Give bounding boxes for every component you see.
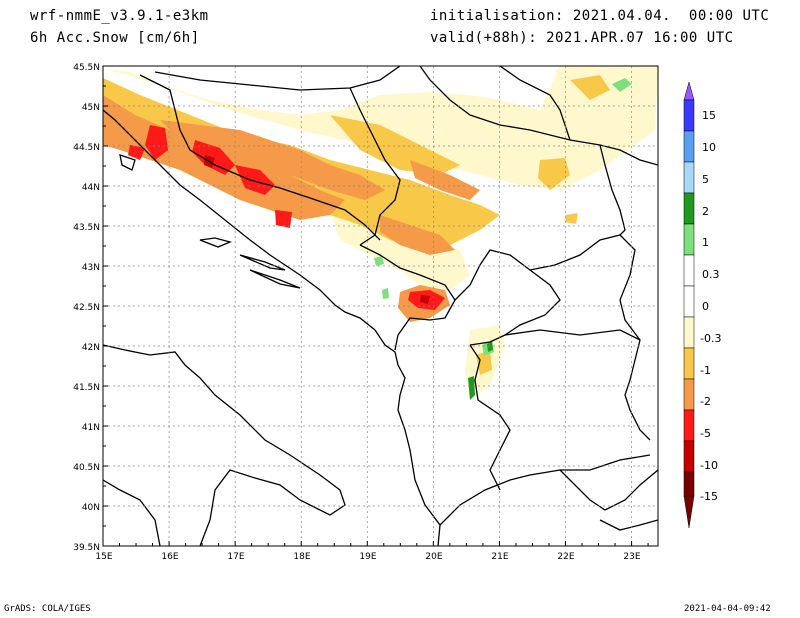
colorbar bbox=[683, 81, 695, 529]
colorbar-swatch-5 bbox=[683, 161, 695, 194]
coastlines-borders bbox=[103, 66, 658, 546]
colorbar-swatch-neg2 bbox=[683, 378, 695, 411]
colorbar-label-0.3: 0.3 bbox=[702, 268, 720, 281]
lat-label-45.5N: 45.5N bbox=[73, 63, 100, 73]
lat-label-40.5N: 40.5N bbox=[73, 463, 100, 473]
lat-label-40N: 40N bbox=[82, 503, 100, 513]
lat-label-41.5N: 41.5N bbox=[73, 383, 100, 393]
lon-label-16E: 16E bbox=[161, 552, 178, 562]
colorbar-swatch-2 bbox=[683, 192, 695, 225]
colorbar-swatch-0.3 bbox=[683, 254, 695, 287]
grads-credit: GrADS: COLA/IGES bbox=[4, 604, 91, 614]
lon-label-19E: 19E bbox=[359, 552, 376, 562]
colorbar-label-neg10: -10 bbox=[700, 459, 718, 472]
colorbar-label-5: 5 bbox=[702, 173, 709, 186]
lon-label-18E: 18E bbox=[293, 552, 310, 562]
colorbar-swatch-neg5 bbox=[683, 409, 695, 442]
lon-label-17E: 17E bbox=[227, 552, 244, 562]
colorbar-label-1: 1 bbox=[702, 236, 709, 249]
lon-label-20E: 20E bbox=[425, 552, 442, 562]
colorbar-swatch-10 bbox=[683, 130, 695, 163]
lon-label-23E: 23E bbox=[623, 552, 640, 562]
model-title: wrf-nmmE_v3.9.1-e3km bbox=[30, 8, 209, 24]
colorbar-swatch-neg10 bbox=[683, 440, 695, 473]
lat-label-43N: 43N bbox=[82, 263, 100, 273]
lat-lon-grid bbox=[103, 66, 658, 546]
colorbar-top-arrow bbox=[683, 81, 695, 101]
colorbar-label-0: 0 bbox=[702, 300, 709, 313]
colorbar-label-15: 15 bbox=[702, 109, 716, 122]
colorbar-swatch-neg1 bbox=[683, 347, 695, 380]
lat-label-41N: 41N bbox=[82, 423, 100, 433]
lat-label-39.5N: 39.5N bbox=[73, 543, 100, 553]
colorbar-label-neg1: -1 bbox=[700, 364, 711, 377]
colorbar-swatch-0 bbox=[683, 285, 695, 318]
colorbar-bottom-arrow bbox=[683, 495, 695, 529]
lat-label-42.5N: 42.5N bbox=[73, 303, 100, 313]
field-title: 6h Acc.Snow [cm/6h] bbox=[30, 30, 200, 46]
colorbar-label-neg5: -5 bbox=[700, 427, 711, 440]
snowfall-shading bbox=[103, 66, 658, 400]
colorbar-label-neg0.3: -0.3 bbox=[700, 332, 721, 345]
colorbar-swatch-neg0.3 bbox=[683, 316, 695, 349]
init-time: initialisation: 2021.04.04. 00:00 UTC bbox=[430, 8, 770, 24]
lat-label-45N: 45N bbox=[82, 103, 100, 113]
colorbar-label-10: 10 bbox=[702, 141, 716, 154]
generation-timestamp: 2021-04-04-09:42 bbox=[684, 604, 771, 614]
colorbar-label-neg15: -15 bbox=[700, 490, 718, 503]
lat-label-43.5N: 43.5N bbox=[73, 223, 100, 233]
colorbar-swatch-neg15 bbox=[683, 471, 695, 497]
lon-label-15E: 15E bbox=[95, 552, 112, 562]
lat-label-44N: 44N bbox=[82, 183, 100, 193]
colorbar-swatch-15 bbox=[683, 99, 695, 132]
lat-label-42N: 42N bbox=[82, 343, 100, 353]
colorbar-swatch-1 bbox=[683, 223, 695, 256]
colorbar-label-neg2: -2 bbox=[700, 395, 711, 408]
lon-label-22E: 22E bbox=[557, 552, 574, 562]
axis-ticks bbox=[102, 65, 649, 547]
lon-label-21E: 21E bbox=[491, 552, 508, 562]
lat-label-44.5N: 44.5N bbox=[73, 143, 100, 153]
colorbar-label-2: 2 bbox=[702, 205, 709, 218]
valid-time: valid(+88h): 2021.APR.07 16:00 UTC bbox=[430, 30, 734, 46]
